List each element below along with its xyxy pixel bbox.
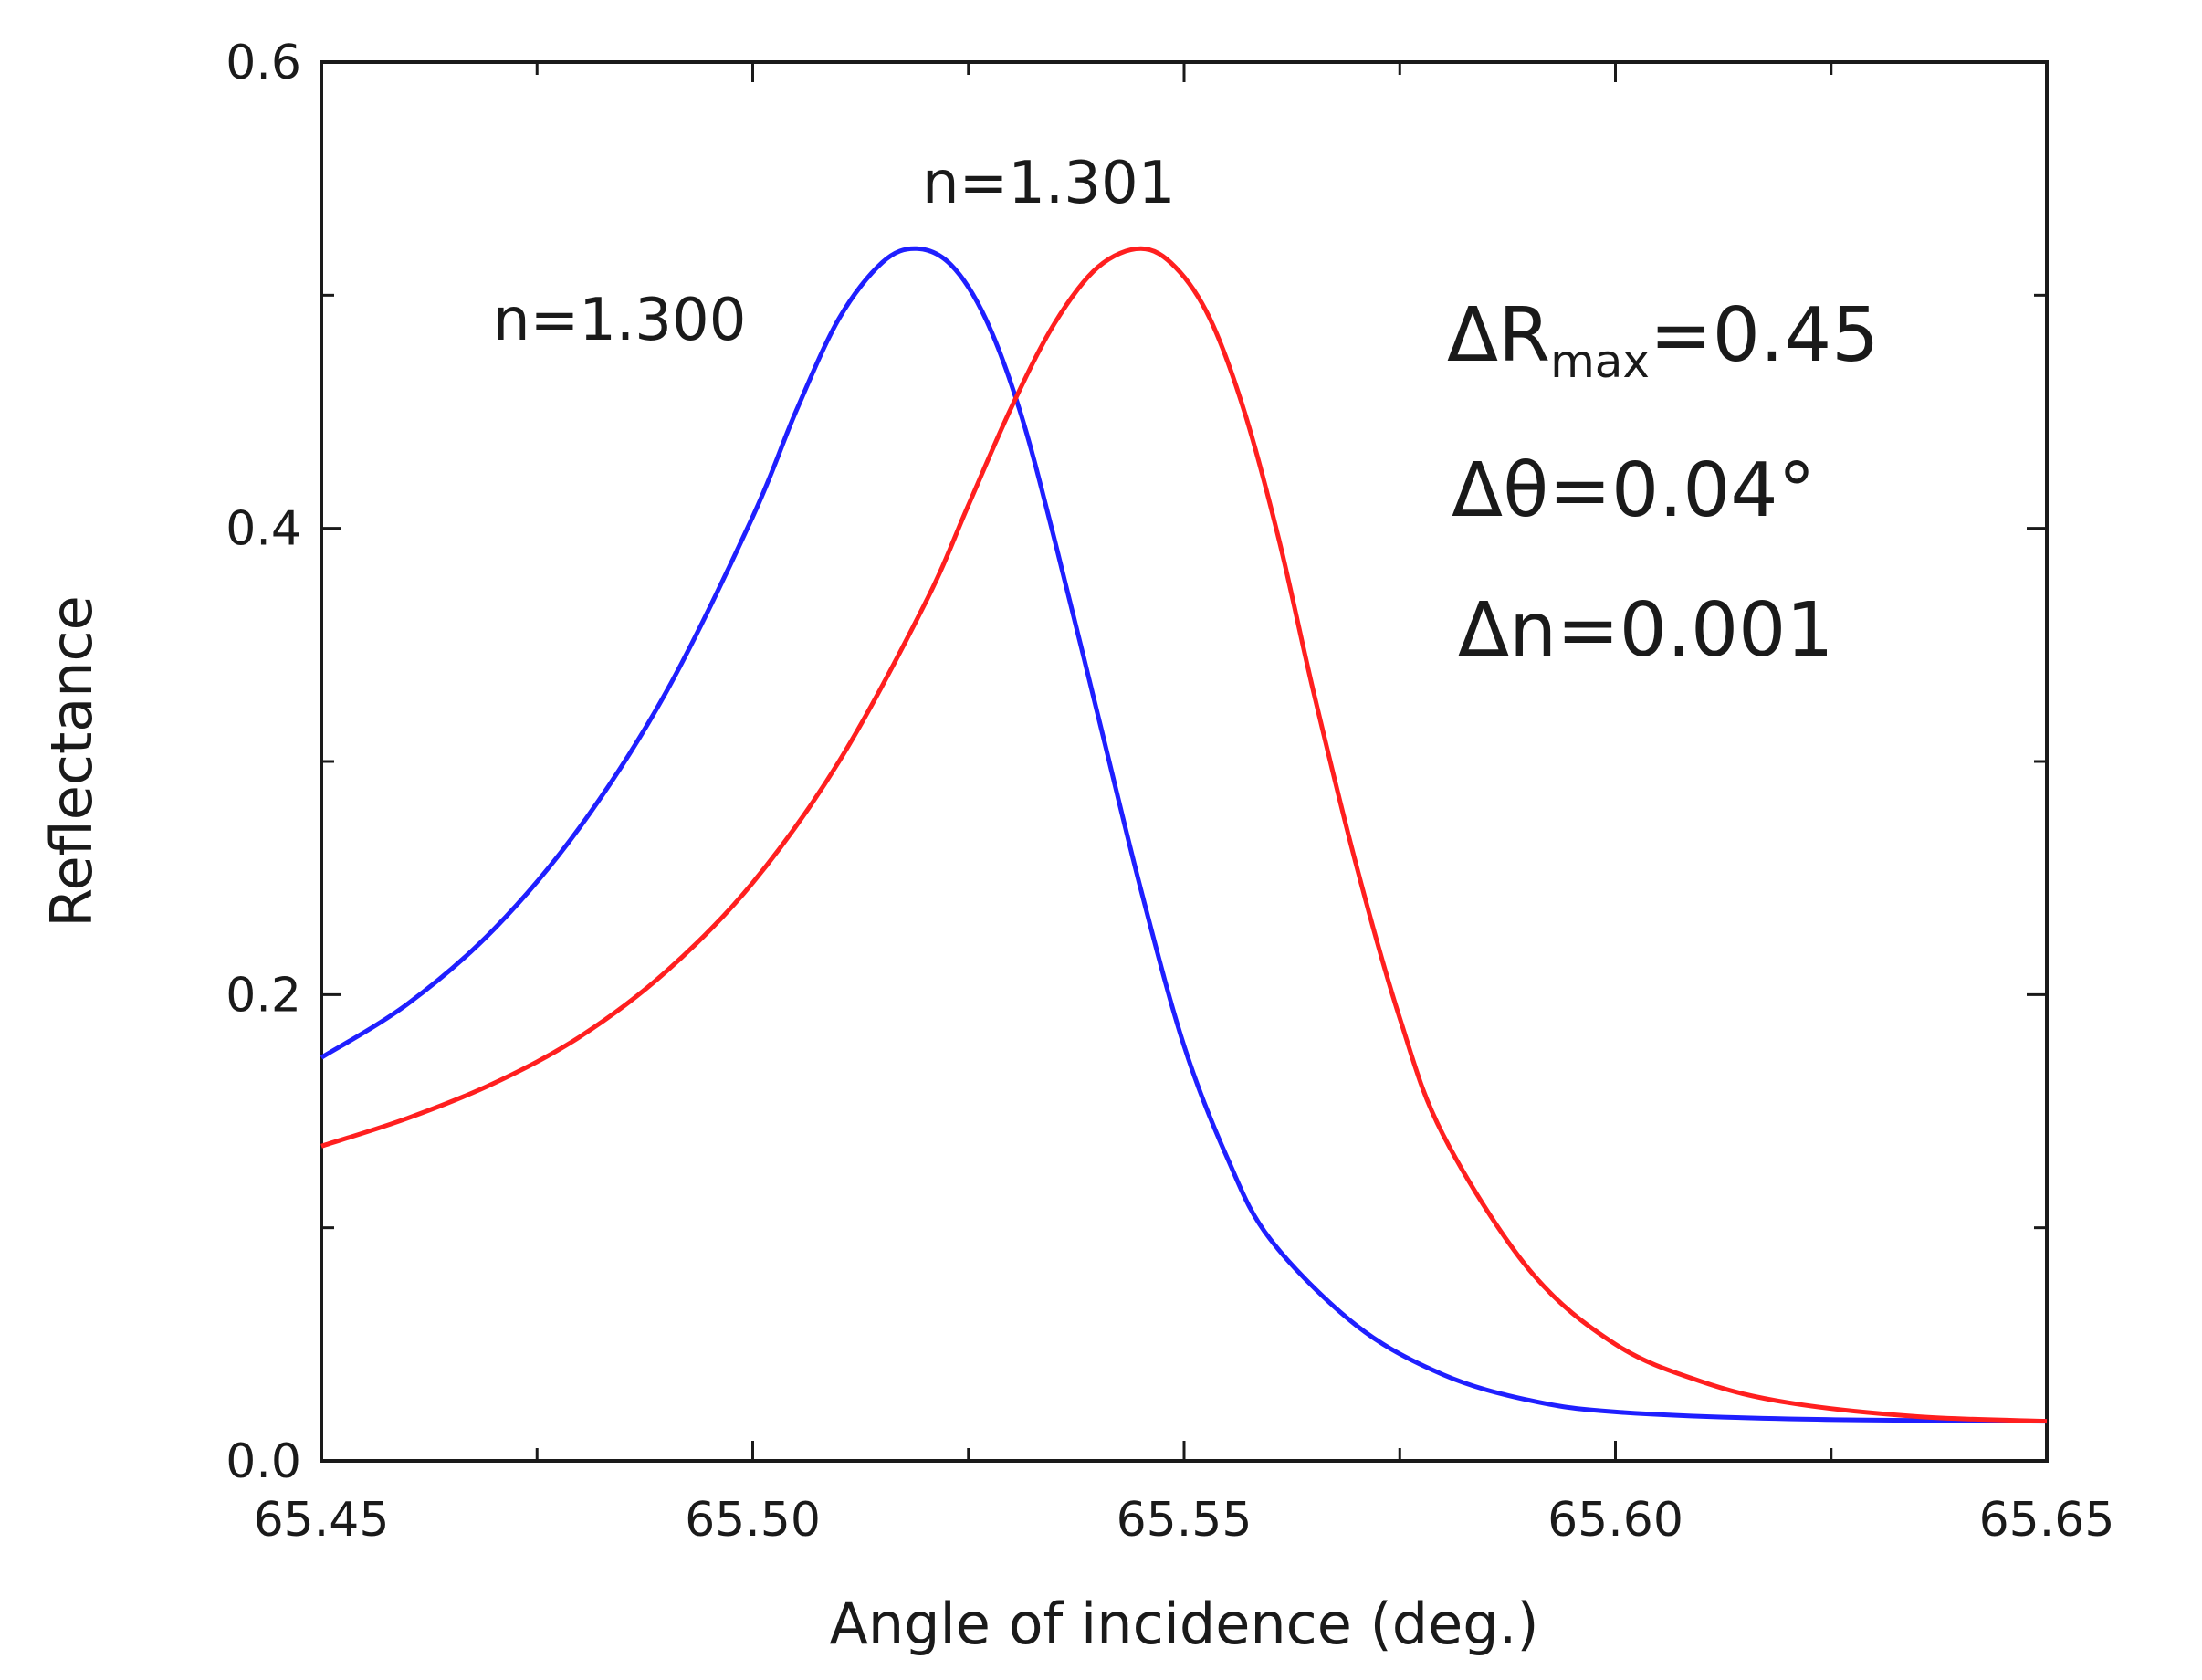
delta-r-subscript: max — [1550, 335, 1650, 388]
x-axis-title: Angle of incidence (deg.) — [829, 1591, 1538, 1657]
series-group — [320, 246, 2048, 1424]
series-line-n1300 — [320, 246, 2048, 1424]
x-tick-label: 65.45 — [254, 1493, 390, 1548]
y-tick-label: 0.6 — [225, 36, 301, 90]
y-tick-label: 0.2 — [225, 968, 301, 1023]
curve-label-n1300: n=1.300 — [493, 287, 746, 354]
x-tick-label: 65.60 — [1547, 1493, 1683, 1548]
y-tick-label: 0.0 — [225, 1434, 301, 1489]
delta-r-prefix: ΔR — [1447, 292, 1550, 379]
delta-theta-annotation: Δθ=0.04° — [1452, 447, 1816, 534]
x-tick-label: 65.55 — [1117, 1493, 1253, 1548]
y-axis-title: Reflectance — [38, 595, 105, 928]
axis-tick-labels: 65.45 65.50 65.55 65.60 65.65 0.0 0.2 0.4 0.6 — [225, 36, 2114, 1548]
curve-label-n1301: n=1.301 — [922, 150, 1175, 217]
series-line-n1301 — [320, 246, 2048, 1424]
plot-frame — [320, 60, 2049, 1463]
axis-ticks — [320, 60, 2049, 1463]
delta-n-annotation: Δn=0.001 — [1458, 587, 1834, 674]
x-tick-label: 65.65 — [1979, 1493, 2115, 1548]
delta-r-max-annotation: ΔRmax=0.45 — [1447, 292, 1879, 388]
y-tick-label: 0.4 — [225, 502, 301, 557]
x-tick-label: 65.50 — [685, 1493, 821, 1548]
delta-r-value: =0.45 — [1650, 292, 1879, 379]
